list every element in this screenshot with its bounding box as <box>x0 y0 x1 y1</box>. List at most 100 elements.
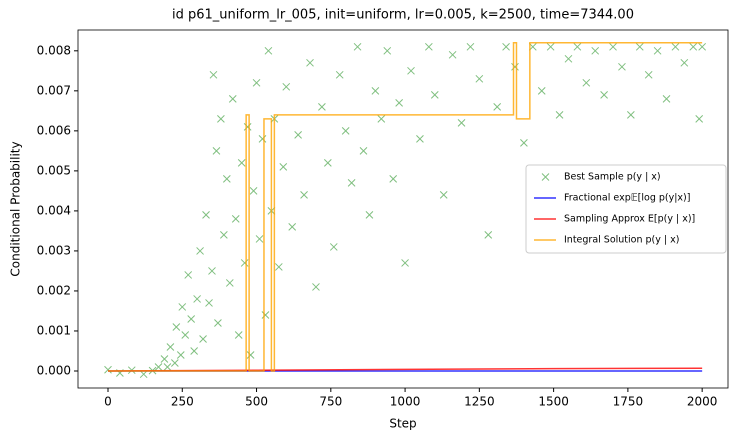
scatter-point <box>618 62 626 71</box>
scatter-point <box>546 42 555 51</box>
scatter-point <box>208 267 216 275</box>
scatter-point <box>282 82 291 91</box>
scatter-point <box>252 78 261 87</box>
scatter-point <box>377 114 386 123</box>
scatter-point <box>139 370 148 379</box>
scatter-point <box>193 295 201 303</box>
x-tick-label: 2000 <box>687 395 718 409</box>
x-tick-label: 1750 <box>613 395 644 409</box>
scatter-point <box>407 66 415 75</box>
scatter-point <box>653 46 662 55</box>
x-tick-label: 250 <box>171 395 194 409</box>
scatter-point <box>190 347 199 355</box>
scatter-point <box>698 42 707 51</box>
scatter-point <box>448 50 457 59</box>
scatter-point <box>187 315 196 323</box>
scatter-point <box>582 78 591 87</box>
y-tick-label: 0.004 <box>37 203 71 217</box>
scatter-point <box>222 175 231 183</box>
scatter-point <box>294 131 302 139</box>
scatter-point <box>347 179 356 187</box>
scatter-point <box>220 231 228 239</box>
scatter-point <box>555 110 564 119</box>
scatter-point <box>424 42 433 51</box>
scatter-point <box>205 299 213 307</box>
scatter-point <box>181 331 190 339</box>
x-tick-label: 1000 <box>390 395 421 409</box>
scatter-point <box>430 90 439 99</box>
scatter-point <box>671 42 680 51</box>
x-tick-label: 0 <box>104 395 112 409</box>
scatter-point <box>234 331 243 339</box>
scatter-point <box>178 303 187 311</box>
scatter-point <box>511 62 519 71</box>
scatter-point <box>261 311 270 319</box>
legend-marker <box>541 173 550 181</box>
scatter-point <box>600 90 608 99</box>
x-tick-label: 500 <box>245 395 268 409</box>
scatter-point <box>160 355 169 363</box>
x-axis-label: Step <box>389 417 416 431</box>
scatter-point <box>212 147 221 155</box>
line <box>108 42 703 372</box>
scatter-point <box>662 94 671 103</box>
y-tick-label: 0.000 <box>37 363 71 377</box>
legend-label: Fractional exp𝔼[log p(y|x)] <box>564 193 690 204</box>
scatter-point <box>176 351 185 359</box>
scatter-point <box>353 42 362 51</box>
x-tick-label: 750 <box>319 395 342 409</box>
scatter-point <box>318 102 326 111</box>
y-tick-label: 0.003 <box>37 243 71 257</box>
scatter-point <box>163 363 172 371</box>
scatter-point <box>240 259 249 267</box>
scatter-point <box>371 86 380 95</box>
scatter-point <box>166 343 175 351</box>
scatter-point <box>255 235 264 243</box>
scatter-point <box>184 271 193 279</box>
scatter-point <box>172 323 181 331</box>
scatter-point <box>170 359 179 367</box>
scatter-point <box>493 102 502 111</box>
scatter-point <box>466 42 475 51</box>
scatter-point <box>609 42 617 51</box>
scatter-point <box>209 70 218 79</box>
scatter-point <box>573 42 582 51</box>
legend-label: Best Sample p(y | x) <box>564 172 661 183</box>
legend-label: Sampling Approx E[p(y | x)] <box>564 214 695 225</box>
legend-label: Integral Solution p(y | x) <box>564 235 679 246</box>
scatter-point <box>246 351 255 359</box>
y-tick-label: 0.006 <box>37 123 71 137</box>
scatter-point <box>439 191 448 199</box>
scatter-point <box>154 363 163 371</box>
scatter-point <box>225 279 234 287</box>
scatter-point <box>202 211 210 219</box>
scatter-point <box>228 94 237 103</box>
scatter-point <box>591 46 600 55</box>
scatter-point <box>365 211 374 219</box>
scatter-point <box>537 86 546 95</box>
scatter-point <box>627 110 635 119</box>
y-axis-label: Conditional Probability <box>9 141 23 276</box>
scatter-point <box>457 118 466 127</box>
scatter-point <box>502 42 510 51</box>
scatter-point <box>680 58 689 67</box>
scatter-point <box>341 127 350 135</box>
scatter-point <box>383 46 392 55</box>
scatter-point <box>689 42 698 51</box>
x-tick-label: 1250 <box>464 395 495 409</box>
scatter-point <box>475 74 484 83</box>
scatter-point <box>264 46 273 55</box>
y-tick-label: 0.005 <box>37 163 71 177</box>
scatter-point <box>196 247 204 255</box>
scatter-point <box>484 231 493 239</box>
y-tick-label: 0.002 <box>37 283 71 297</box>
scatter-point <box>237 159 246 167</box>
scatter-point <box>288 223 297 231</box>
scatter-point <box>335 70 344 79</box>
scatter-point <box>323 159 332 167</box>
scatter-point <box>395 98 403 107</box>
chart-title: id p61_uniform_lr_005, init=uniform, lr=… <box>172 8 634 23</box>
axes-frame <box>77 29 729 389</box>
scatter-point <box>104 365 112 374</box>
